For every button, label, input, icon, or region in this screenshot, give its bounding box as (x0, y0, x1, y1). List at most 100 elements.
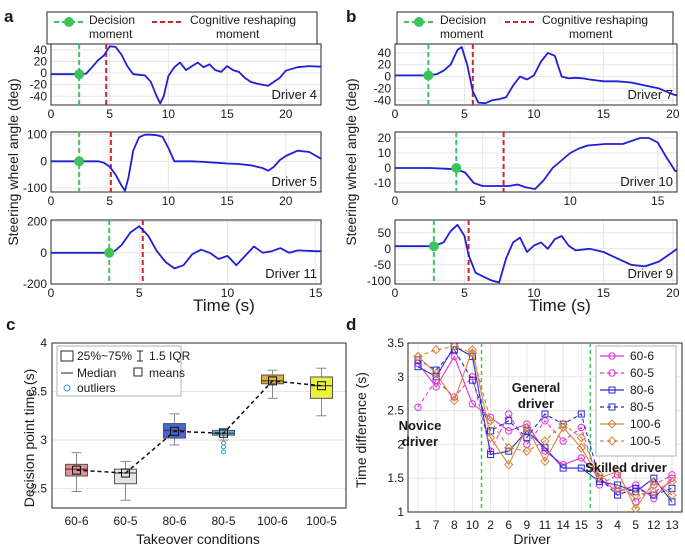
legend-a-decision-marker (64, 17, 74, 27)
series-100-6 (413, 345, 677, 514)
y-tick-label: 20 (378, 58, 392, 72)
series-marker (576, 443, 586, 453)
panel-c-xlabel: Takeover conditions (136, 531, 260, 547)
series-marker (450, 352, 458, 361)
mean-marker (219, 428, 228, 438)
panel-letter-d: d (346, 315, 356, 334)
x-tick-label: 13 (665, 518, 679, 532)
y-tick-label: -20 (30, 78, 48, 92)
x-tick-label: 5 (479, 194, 486, 208)
legend-d-label: 60-6 (630, 349, 654, 363)
series-marker (576, 432, 586, 443)
legend-d-label: 100-5 (630, 434, 661, 448)
x-tick-label: 80-6 (162, 514, 186, 528)
y-tick-label: 40 (378, 46, 392, 60)
x-tick-label: 80-5 (211, 514, 235, 528)
series-marker (649, 487, 659, 497)
box-80-5: 80-5 (211, 427, 236, 528)
legend-d-entry-80-6: 80-6 (600, 383, 654, 397)
x-tick-label: 10 (466, 518, 480, 532)
legend-b-cognitive-label: Cognitive reshaping (542, 13, 648, 27)
legend-c-range-swatch (137, 350, 143, 362)
legend-c-mean-swatch (133, 367, 143, 377)
legend-a-cognitive-label-2: moment (216, 27, 260, 41)
box-60-6: 60-6 (64, 452, 89, 528)
series-marker (577, 454, 585, 462)
x-tick-label: 10 (527, 107, 541, 121)
series-marker (577, 410, 585, 418)
series-marker (505, 417, 513, 425)
y-tick-label: 0 (40, 246, 47, 260)
y-tick-label: 3 (397, 370, 404, 384)
x-tick-label: 60-5 (113, 514, 137, 528)
x-tick-label: 5 (136, 286, 143, 300)
x-tick-label: 0 (48, 107, 55, 121)
y-tick-label: -50 (374, 258, 392, 272)
x-tick-label: 15 (220, 194, 234, 208)
x-tick-label: 15 (597, 107, 611, 121)
x-tick-label: 12 (647, 518, 661, 532)
decision-marker (74, 69, 85, 80)
legend-d: 60-6 60-5 80-6 80-5 100-6 100-5 (595, 345, 677, 457)
driver-label: Driver 9 (627, 266, 673, 281)
y-tick-label: -10 (374, 176, 392, 190)
panel-letter-b: b (346, 7, 356, 26)
x-tick-label: 7 (433, 518, 440, 532)
driver-label: Driver 4 (271, 87, 317, 102)
legend-c-mean-label: means (149, 366, 185, 380)
x-tick-label: 10 (162, 194, 176, 208)
decision-marker (423, 70, 434, 81)
series-marker (631, 490, 641, 500)
series-marker (577, 464, 585, 472)
annotation-general-2: driver (518, 396, 554, 411)
y-tick-label: 100 (27, 128, 47, 142)
series-marker (541, 410, 549, 418)
series-marker (608, 403, 616, 411)
series-marker (523, 434, 531, 442)
series-marker (608, 369, 616, 377)
series-line (417, 347, 673, 510)
series-marker (607, 436, 617, 446)
annotation-novice-2: driver (402, 434, 438, 449)
y-tick-label: 0 (40, 154, 47, 168)
x-tick-label: 5 (106, 194, 113, 208)
x-tick-label: 0 (48, 286, 55, 300)
y-tick-label: -20 (374, 81, 392, 95)
x-tick-label: 20 (279, 107, 293, 121)
series-marker (449, 341, 459, 352)
y-tick-label: 0 (384, 161, 391, 175)
y-tick-label: 1 (397, 505, 404, 519)
mean-marker (170, 426, 179, 436)
legend-b-decision-label-2: moment (440, 27, 484, 41)
y-tick-label: 200 (27, 215, 47, 229)
series-marker (431, 368, 441, 379)
x-tick-label: 60-6 (64, 514, 88, 528)
y-tick-label: 3.5 (30, 385, 47, 399)
annotation-skilled: Skilled driver (585, 460, 667, 475)
x-tick-label: 3 (596, 518, 603, 532)
x-tick-label: 5 (461, 286, 468, 300)
x-tick-label: 10 (527, 286, 541, 300)
series-marker (413, 351, 423, 362)
y-tick-label: -40 (30, 89, 48, 103)
series-marker (505, 447, 513, 455)
decision-marker (74, 156, 85, 167)
legend-b-decision-marker (414, 17, 424, 27)
driver-label: Driver 10 (620, 174, 673, 189)
panel-letter-c: c (6, 315, 15, 334)
series-marker (505, 410, 513, 418)
series-marker (485, 432, 496, 443)
legend-d-entry-80-5: 80-5 (600, 400, 654, 414)
y-tick-label: 10 (378, 146, 392, 160)
legend-d-entry-60-6: 60-6 (600, 349, 654, 363)
panel-a-ylabel: Steering wheel angle (deg) (5, 78, 21, 245)
series-marker (467, 348, 478, 358)
